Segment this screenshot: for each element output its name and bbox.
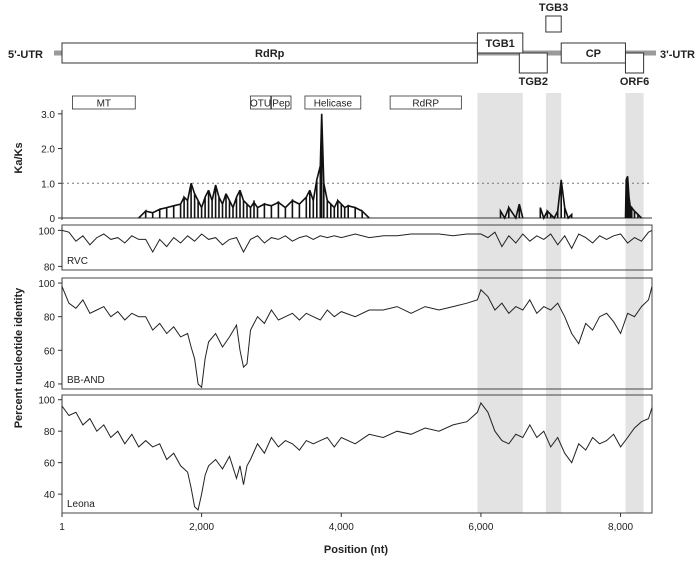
panel-frame [61, 394, 653, 514]
x-tick-label: 1 [59, 522, 65, 533]
orf-label: RdRp [255, 48, 285, 60]
orf-label: TGB1 [485, 38, 514, 50]
shaded-regions [477, 93, 644, 513]
identity-panel-leona: 40 60 80 100 Leona [38, 394, 653, 514]
shaded-region-2 [545, 93, 562, 513]
identity-y-tick-label: 100 [38, 279, 55, 290]
kaks-y-tick-label: 2.0 [41, 145, 55, 156]
x-tick-label: 6,000 [468, 522, 493, 533]
utr3-label: 3'-UTR [660, 49, 695, 61]
identity-y-tick-label: 60 [44, 346, 56, 357]
utr5-label: 5'-UTR [8, 49, 43, 61]
identity-y-tick-label: 100 [38, 226, 55, 237]
domain-label: Pep [272, 99, 290, 110]
identity-line-bb-and [61, 286, 653, 389]
domain-box-helicase [304, 95, 362, 110]
identity-line-leona [61, 401, 653, 511]
x-axis-label: Position (nt) [324, 544, 388, 556]
identity-panel-rvc: 80 100 RVC [38, 224, 653, 273]
panel-frame [61, 277, 653, 390]
kaks-axis-label: Ka/Ks [13, 142, 25, 173]
domain-box-rdrp [389, 95, 462, 110]
domain-label: Helicase [314, 99, 353, 110]
domain-box-pep [271, 95, 292, 110]
kaks-series [138, 113, 643, 221]
identity-y-tick-label: 80 [44, 427, 56, 438]
series-name: BB-AND [67, 375, 105, 386]
identity-panels: 80 100 RVC 40 60 80 100 BB-AND 40 60 80 100 Leona [38, 224, 653, 514]
kaks-y-tick-label: 1.0 [41, 179, 55, 190]
orf-label: TGB3 [539, 2, 568, 14]
orf-label: CP [586, 48, 601, 60]
identity-panel-bb-and: 40 60 80 100 BB-AND [38, 277, 653, 391]
orf-label: TGB2 [519, 76, 548, 88]
identity-y-tick-label: 40 [44, 380, 56, 391]
domain-boxes: MT OTU Pep Helicase RdRP [72, 95, 462, 110]
identity-y-tick-label: 80 [44, 262, 56, 273]
domain-box-otu [250, 95, 272, 110]
orf-boxes: RdRp TGB1 TGB2 TGB3 CP ORF6 [61, 2, 649, 88]
identity-y-tick-label: 40 [44, 490, 56, 501]
x-tick-label: 4,000 [329, 522, 354, 533]
series-name: RVC [67, 256, 88, 267]
orf-box-orf6 [624, 52, 645, 74]
x-tick-label: 2,000 [189, 522, 214, 533]
identity-axis-label: Percent nucleotide identity [13, 287, 25, 428]
identity-line-rvc [61, 229, 653, 254]
kaks-y-tick-label: 3.0 [41, 110, 55, 121]
x-tick-label: 8,000 [608, 522, 633, 533]
identity-y-tick-label: 80 [44, 313, 56, 324]
kaks-panel: Ka/Ks 0 1.0 2.0 3.0 [13, 109, 652, 225]
domain-box-mt [72, 95, 136, 110]
domain-label: RdRP [412, 99, 439, 110]
identity-y-tick-label: 60 [44, 459, 56, 470]
shaded-region-1 [477, 93, 523, 513]
orf-label: ORF6 [620, 76, 649, 88]
identity-y-tick-label: 100 [38, 396, 55, 407]
kaks-y-tick-label: 0 [49, 214, 55, 225]
x-axis: 1 2,000 4,000 6,000 8,000 [59, 513, 634, 533]
orf-box-tgb3 [545, 15, 562, 33]
series-name: Leona [67, 499, 95, 510]
orf-box-tgb1 [476, 32, 524, 54]
orf-box-tgb2 [518, 52, 548, 74]
shaded-region-3 [625, 93, 644, 513]
domain-label: OTU [250, 99, 271, 110]
domain-label: MT [97, 99, 111, 110]
